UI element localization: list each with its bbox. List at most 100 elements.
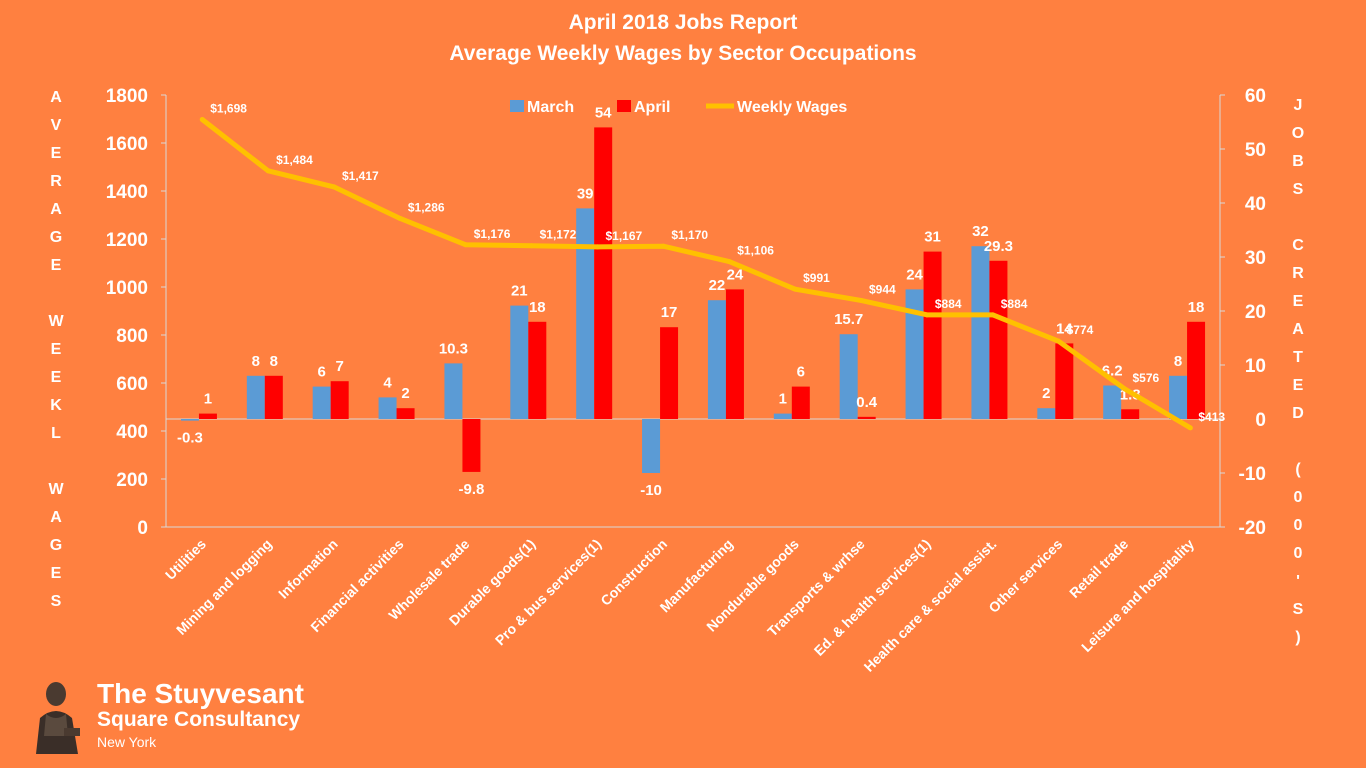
march-bar [312, 386, 331, 419]
weekly-wages-data-label: $1,698 [210, 101, 247, 115]
weekly-wages-point [990, 312, 996, 318]
march-data-label: 1 [779, 391, 787, 408]
march-bar [378, 397, 397, 419]
category-label: Information [275, 536, 341, 602]
weekly-wages-point [529, 243, 535, 249]
left-axis-title-letter: V [50, 117, 62, 134]
category-label: Construction [597, 536, 670, 609]
weekly-wages-data-label: $1,170 [671, 228, 708, 242]
category-label: Ed. & health services(1) [811, 536, 934, 659]
left-tick-label: 1000 [106, 278, 148, 299]
legend-label: Weekly Wages [737, 99, 847, 116]
legend-label: March [527, 99, 574, 116]
left-axis-title-letter: G [49, 537, 63, 554]
brand-name-line2: Square Consultancy [97, 708, 301, 731]
weekly-wages-point [1056, 338, 1062, 344]
right-tick-label: 60 [1245, 86, 1266, 107]
weekly-wages-data-label: $413 [1198, 410, 1225, 424]
left-axis-title-letter: L [51, 425, 61, 442]
weekly-wages-data-label: $991 [803, 271, 830, 285]
category-label: Utilities [162, 536, 209, 583]
march-bar [642, 419, 661, 473]
april-data-label: 8 [270, 353, 278, 370]
legend-swatch-march [510, 100, 524, 112]
march-bar [444, 363, 463, 419]
weekly-wages-data-label: $1,417 [342, 169, 379, 183]
march-data-label: 24 [906, 266, 923, 283]
left-axis-title-letter: G [49, 229, 63, 246]
left-axis-title-letter: A [50, 201, 62, 218]
weekly-wages-point [463, 242, 469, 248]
right-axis-title-letter: S [1292, 601, 1304, 618]
right-tick-label: 50 [1245, 140, 1266, 161]
right-axis-title-letter: 0 [1293, 517, 1303, 534]
weekly-wages-data-label: $1,172 [540, 228, 577, 242]
april-data-label: 7 [336, 358, 344, 375]
right-tick-label: 10 [1245, 356, 1266, 377]
left-tick-label: 1400 [106, 182, 148, 203]
march-bar [1103, 385, 1122, 419]
left-tick-label: 1600 [106, 134, 148, 155]
april-bar [396, 408, 415, 419]
april-data-label: 14 [1056, 320, 1073, 337]
left-axis-title-letter: S [50, 593, 62, 610]
right-tick-label: 0 [1255, 410, 1266, 431]
weekly-wages-data-label: $774 [1067, 323, 1094, 337]
weekly-wages-data-label: $1,484 [276, 153, 313, 167]
april-bar [594, 127, 613, 420]
weekly-wages-point [594, 244, 600, 250]
statue-logo-icon [28, 676, 86, 759]
weekly-wages-data-label: $884 [1001, 297, 1028, 311]
weekly-wages-line [200, 117, 1192, 431]
left-axis-title-letter: W [48, 313, 64, 330]
weekly-wages-data-label: $1,286 [408, 200, 445, 214]
april-bar [1121, 409, 1140, 419]
march-data-label: 15.7 [834, 311, 863, 328]
march-data-label: -0.3 [177, 430, 203, 447]
april-bar [923, 251, 942, 419]
april-data-label: 18 [1188, 299, 1205, 316]
left-axis-title-letter: W [48, 481, 64, 498]
right-axis-title-letter: R [1292, 265, 1304, 282]
right-axis-title-letter: A [1292, 321, 1304, 338]
left-axis-title-letter: E [50, 145, 62, 162]
march-bar [1037, 408, 1056, 419]
category-label: Retail trade [1066, 536, 1131, 601]
category-label: Pro & bus services(1) [492, 536, 605, 649]
april-bar [1055, 343, 1074, 419]
april-data-label: 24 [727, 266, 744, 283]
chart-area: 020040060080010001200140016001800-20-100… [106, 86, 1266, 675]
right-axis-title-letter: E [1292, 377, 1304, 394]
left-axis-title-letter: A [50, 89, 62, 106]
right-axis-title-letter: O [1291, 125, 1305, 142]
march-data-label: -10 [640, 482, 662, 499]
march-bar [246, 375, 265, 419]
left-tick-label: 0 [137, 518, 148, 539]
category-label: Health care & social assist. [861, 536, 1000, 675]
april-data-label: -9.8 [459, 481, 485, 498]
left-tick-label: 400 [116, 422, 148, 443]
right-axis-title-letter: ( [1295, 461, 1301, 478]
march-bar [905, 289, 924, 419]
brand-name-line1: The Stuyvesant [97, 678, 304, 709]
right-axis-title-letter: C [1292, 237, 1304, 254]
april-data-label: 1 [204, 391, 212, 408]
weekly-wages-data-label: $576 [1132, 371, 1159, 385]
right-tick-label: -10 [1239, 464, 1266, 485]
right-axis-title-letter: S [1292, 181, 1304, 198]
april-data-label: 0.4 [856, 394, 878, 411]
april-data-label: 18 [529, 299, 546, 316]
legend-swatch-april [617, 100, 631, 112]
april-bar [857, 416, 876, 419]
march-bar [707, 300, 726, 419]
right-tick-label: -20 [1239, 518, 1266, 539]
legend-label: April [634, 99, 670, 116]
left-axis-title-letter: K [50, 397, 62, 414]
march-data-label: 2 [1042, 385, 1050, 402]
right-axis-title-letter: T [1293, 349, 1303, 366]
april-data-label: 2 [401, 385, 409, 402]
category-label: Leisure and hospitality [1078, 536, 1197, 655]
weekly-wages-point [397, 215, 403, 221]
right-axis-title: J O B S C R E A T E D(0 0 0 ' S) [1288, 92, 1308, 652]
march-bar [576, 208, 595, 419]
